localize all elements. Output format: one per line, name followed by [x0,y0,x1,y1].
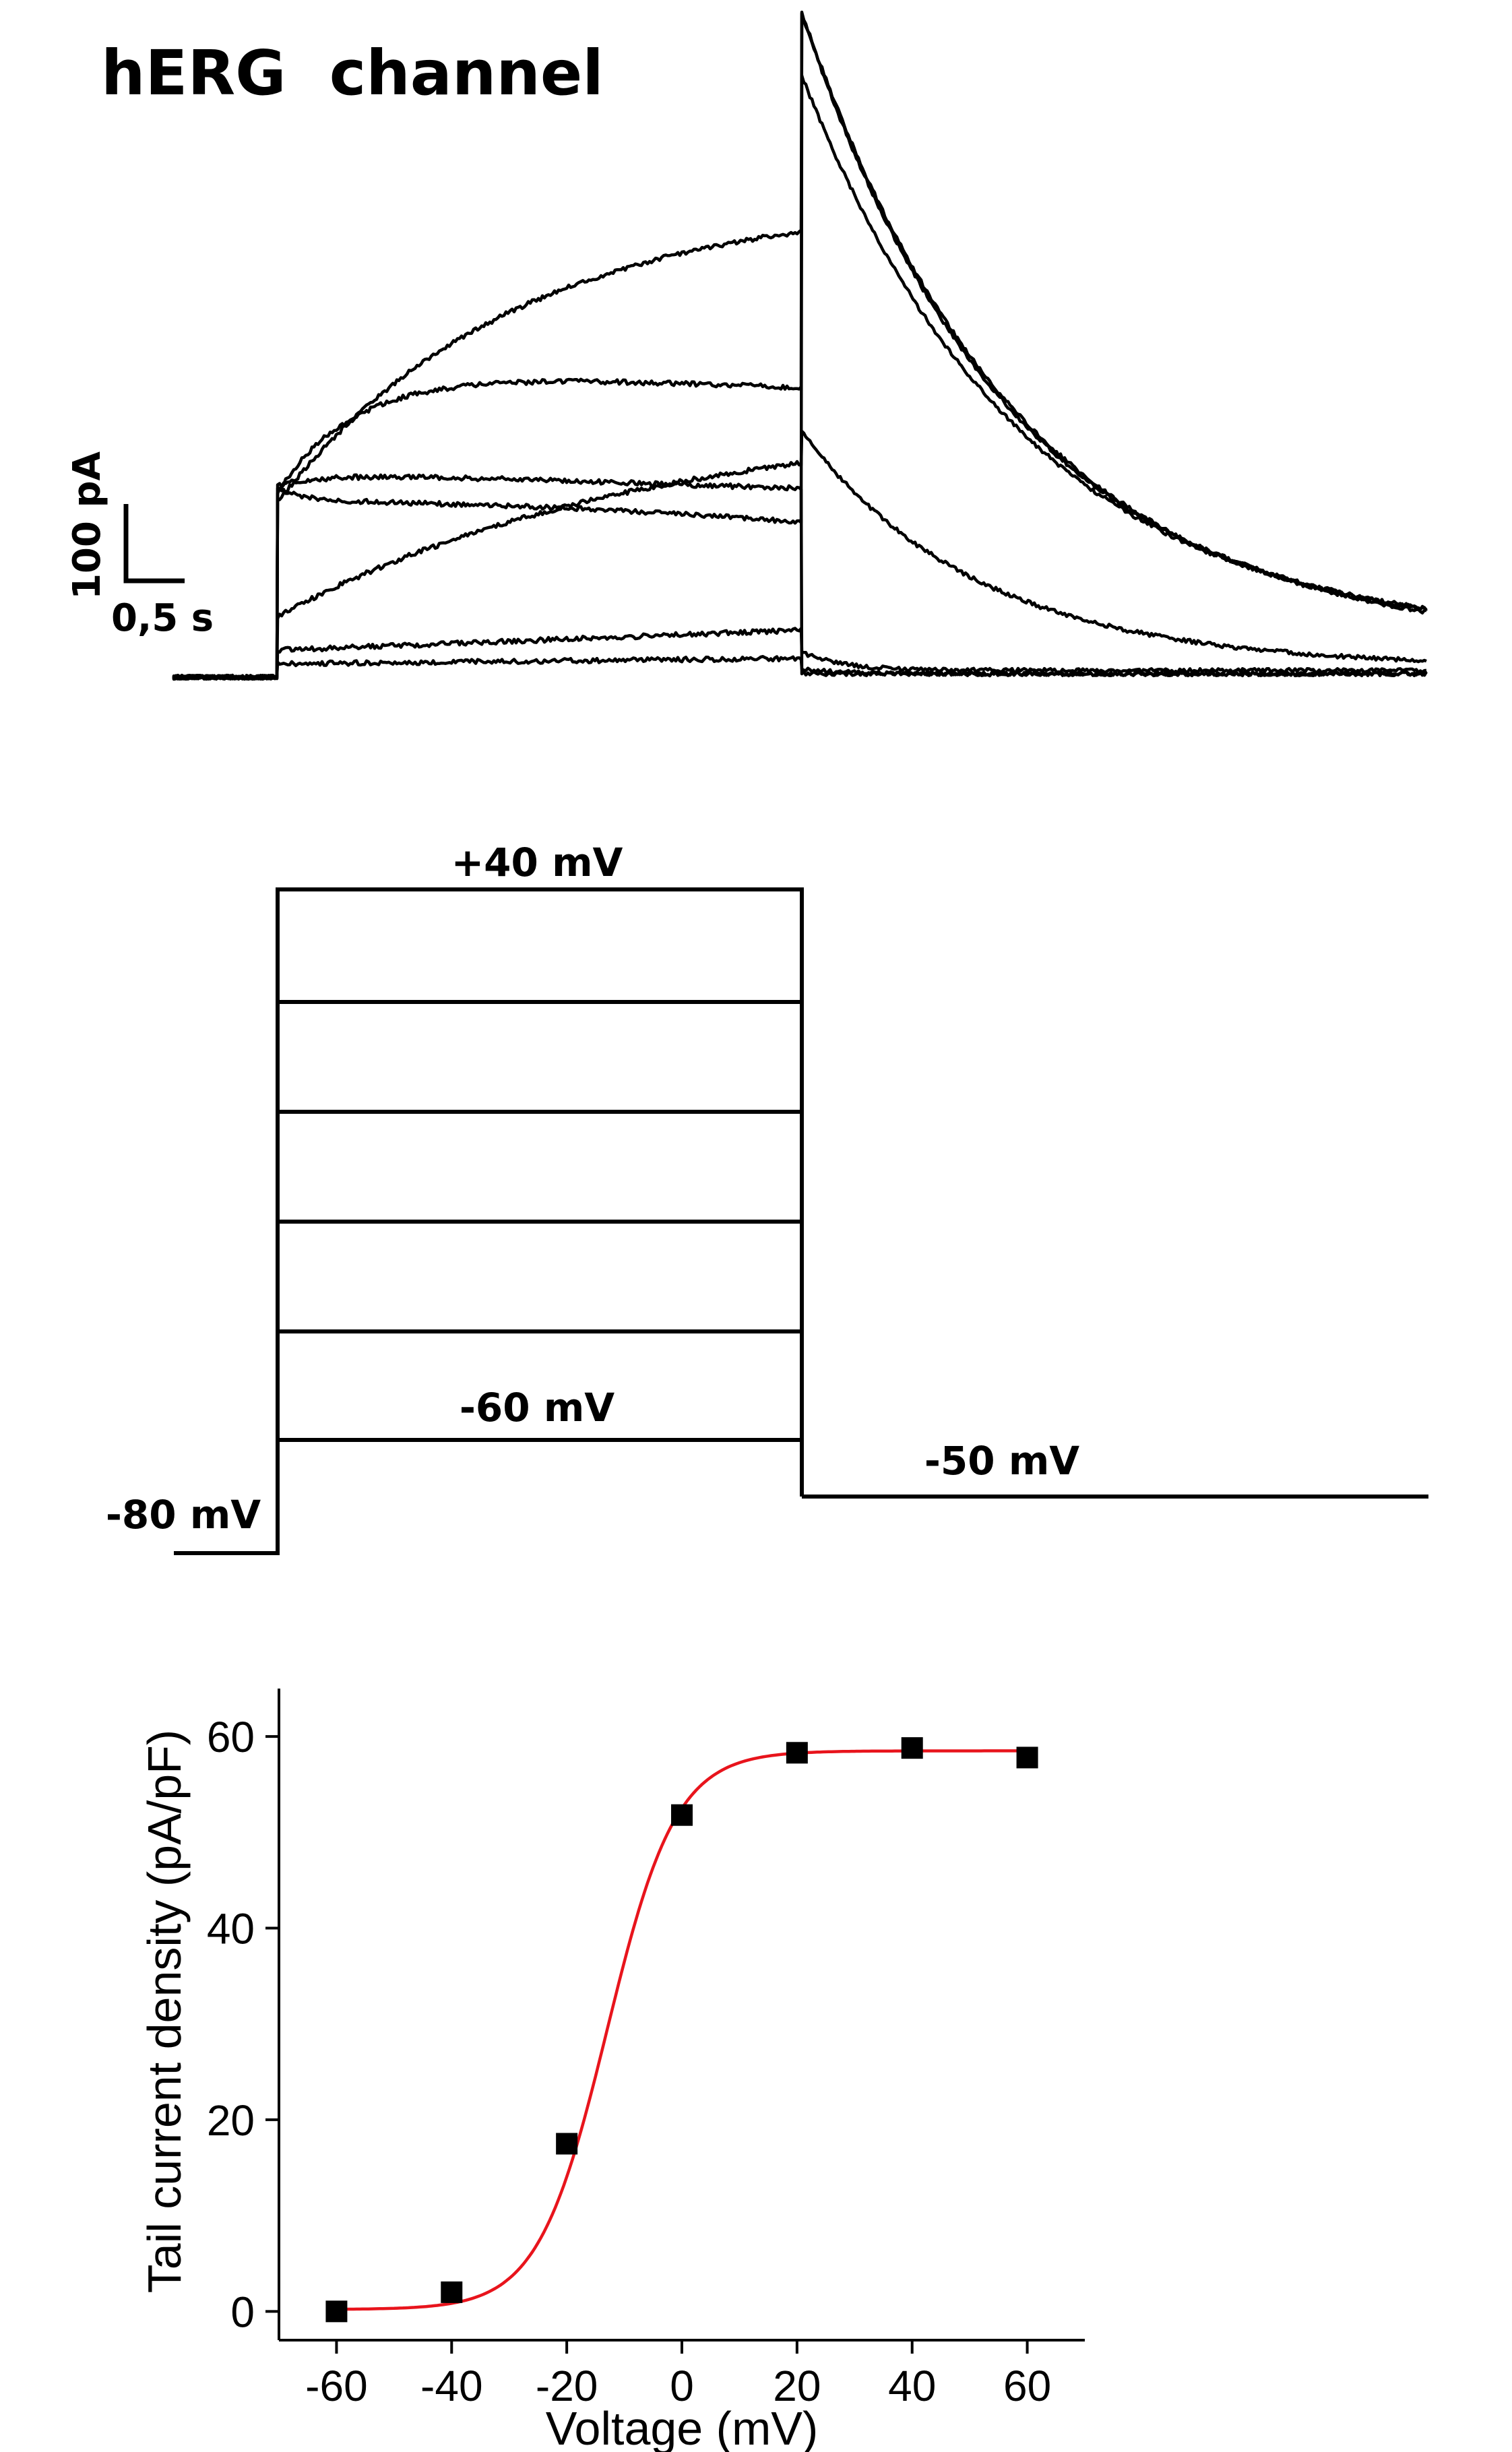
data-point [556,2133,577,2154]
data-point [902,1737,923,1759]
x-axis-label: Voltage (mV) [546,2402,819,2452]
y-tick-label: 20 [207,2096,255,2145]
data-point [441,2282,462,2303]
current-trace [174,629,1426,679]
y-ticks: 0 20 40 60 [207,1713,279,2336]
iv-chart: -60 -40 -20 0 20 40 60 0204060 Voltage (mV) Ta… [138,1689,1085,2452]
x-tick-label: 40 [888,2362,936,2410]
y-tick-label: 0 [230,2288,255,2336]
y-tick-label: 40 [207,1905,255,1953]
scale-bar-current-label: 100 pA [65,451,109,599]
data-point [786,1742,808,1763]
protocol-label-bottom-step: -60 mV [460,1385,615,1431]
x-tick-label: 60 [1003,2362,1051,2410]
protocol-label-holding: -80 mV [106,1492,261,1538]
data-point [671,1804,693,1826]
figure-title: hERG channel [101,37,604,109]
data-point [1017,1747,1038,1768]
protocol-label-top-step: +40 mV [451,840,623,885]
data-points [325,1737,1038,2322]
voltage-protocol [174,889,1428,1553]
y-tick-label: 60 [207,1713,255,1761]
x-ticks: -60 -40 -20 0 20 40 60 [305,2340,1051,2410]
scale-bar: 100 pA 0,5 s [65,451,214,640]
protocol-label-tail: -50 mV [924,1438,1079,1484]
current-traces [174,12,1426,679]
scale-bar-lines [126,504,185,581]
x-tick-label: -60 [305,2362,368,2410]
x-tick-label: -40 [420,2362,483,2410]
scale-bar-time-label: 0,5 s [111,596,214,640]
y-axis-label: Tail current density (pA/pF) [138,1730,191,2293]
figure: hERG channel 100 pA 0,5 s +40 mV -60 mV … [0,0,1512,2452]
boltzmann-fit-curve [336,1751,1027,2309]
data-point [325,2300,347,2322]
